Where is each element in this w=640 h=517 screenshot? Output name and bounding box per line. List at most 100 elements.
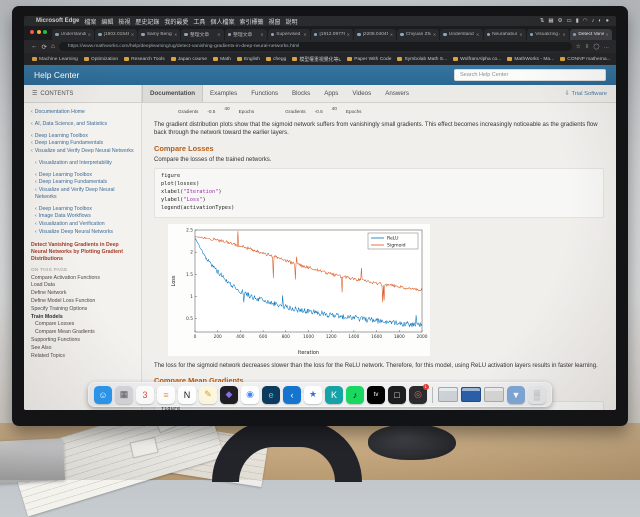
browser-tab[interactable]: Chiyuan Zhan...✕ (397, 29, 440, 40)
minimized-window-3[interactable] (484, 387, 504, 402)
browser-tab[interactable]: 整理文章 ✕ (181, 29, 224, 40)
downloads-icon[interactable]: ⇩ (584, 43, 590, 50)
browser-tab[interactable]: Supervised Co...✕ (267, 29, 310, 40)
bookmark-item[interactable]: CONNP mathema... (560, 57, 611, 62)
notes[interactable]: ✎ (199, 385, 217, 404)
close-tab-icon[interactable]: ✕ (87, 32, 92, 37)
photo-booth[interactable]: ◎ 1 (409, 383, 429, 404)
menu-item[interactable]: 索引標籤 (239, 19, 264, 26)
reminders[interactable]: ≡ (157, 385, 175, 404)
browser-tab[interactable]: [2208.04045]...✕ (354, 29, 397, 40)
sidebar-nav-item[interactable]: ‹ Deep Learning Fundamentals (31, 140, 136, 147)
apple-tv[interactable]: tv (367, 385, 385, 404)
menu-item[interactable]: 歷史記錄 (135, 19, 160, 26)
gear-icon[interactable]: ⚙ (557, 18, 563, 24)
close-tab-icon[interactable]: ✕ (130, 32, 135, 37)
calendar[interactable]: 3 (136, 385, 154, 404)
doc-tab-apps[interactable]: Apps (324, 90, 339, 97)
sidebar-nav-item[interactable]: ‹ Deep Learning Toolbox (31, 133, 136, 140)
browser-tab[interactable]: Samy Bengio...✕ (138, 29, 181, 40)
menu-item[interactable]: 我的最愛 (164, 19, 189, 26)
control-center-icon[interactable]: ◐ (598, 18, 602, 24)
menu-item[interactable]: 編輯 (101, 19, 114, 26)
on-this-page-link[interactable]: Related Topics (31, 352, 65, 359)
menu-item[interactable]: 個人檔案 (210, 19, 235, 26)
menu-item[interactable]: 檢視 (118, 19, 131, 26)
bookmark-item[interactable]: Optimization (83, 57, 118, 62)
on-this-page-link[interactable]: Train Models (31, 313, 63, 320)
sidebar-nav-item[interactable]: ‹ AI, Data Science, and Statistics (31, 121, 136, 128)
browser-tab[interactable]: 整理文章 ✕ (224, 29, 267, 40)
zoom-window-icon[interactable] (43, 29, 47, 34)
spotify[interactable]: ♪ (346, 385, 364, 404)
bookmark-item[interactable]: Paper With Code (347, 57, 391, 62)
close-tab-icon[interactable]: ✕ (519, 32, 523, 37)
close-tab-icon[interactable]: ✕ (217, 32, 221, 37)
browser-tab[interactable]: Understandin...✕ (440, 29, 483, 40)
bookmark-item[interactable]: 模型權重視覺化等L (292, 56, 341, 63)
menu-item[interactable]: 說明 (285, 19, 298, 26)
close-tab-icon[interactable]: ✕ (605, 32, 610, 37)
on-this-page-link[interactable]: Specify Training Options (31, 305, 88, 312)
close-tab-icon[interactable]: ✕ (389, 32, 394, 37)
on-this-page-link[interactable]: Compare Losses (35, 321, 75, 328)
bookmark-item[interactable]: chegg (266, 57, 286, 62)
doc-tab-functions[interactable]: Functions (251, 90, 279, 97)
keyboard-icon[interactable]: ▦ (548, 18, 554, 24)
bookmark-item[interactable]: MathWorks - Ma... (507, 57, 554, 62)
close-window-icon[interactable] (30, 29, 34, 34)
sidebar-nav-item[interactable]: ‹ Visualize and Verify Deep Neural Networ… (31, 148, 136, 155)
browser-tab[interactable]: [1802.01548]...✕ (95, 29, 138, 40)
on-this-page-link[interactable]: Define Model Loss Function (31, 297, 96, 304)
minimized-window-2[interactable] (461, 387, 481, 402)
battery-icon[interactable]: ▮ (575, 18, 579, 24)
search-input[interactable] (454, 69, 606, 81)
sidebar-nav-item[interactable]: ‹ Image Data Workflows (31, 213, 136, 220)
bookmark-item[interactable]: WolframAlpha co... (453, 57, 501, 62)
volume-icon[interactable]: ♪ (591, 18, 595, 24)
downloads-folder[interactable]: ▼ (507, 385, 525, 404)
browser-tab[interactable]: Understandin...✕ (52, 29, 95, 40)
sidebar-nav-item[interactable]: ‹ Visualize Deep Neural Networks (31, 229, 136, 236)
sidebar-nav-item[interactable]: ‹ Documentation Home (31, 109, 136, 116)
contents-toggle[interactable]: ☰ CONTENTS (24, 85, 142, 102)
on-this-page-link[interactable]: See Also (31, 344, 52, 351)
refresh-icon[interactable]: ⟳ (41, 43, 47, 51)
close-tab-icon[interactable]: ✕ (476, 32, 480, 37)
menu-item[interactable]: 視窗 (268, 19, 281, 26)
favorite-star-icon[interactable]: ☆ (575, 43, 581, 50)
browser-tab[interactable]: Detect Vanishi...✕ (569, 29, 613, 40)
sidebar-nav-item[interactable]: ‹ Visualization and Interpretability (31, 160, 136, 167)
bookmark-item[interactable]: Japan course (170, 57, 207, 62)
chrome[interactable]: ◉ (241, 385, 259, 404)
sidebar-current-page[interactable]: Detect Vanishing Gradients in Deep Neura… (31, 241, 123, 262)
trash[interactable]: ▒ (528, 385, 546, 404)
wifi-icon[interactable]: ◠ (582, 18, 588, 24)
sidebar-nav-item[interactable]: ‹ Deep Learning Toolbox (31, 206, 136, 213)
address-bar[interactable]: https://www.mathworks.com/help/deeplearn… (58, 42, 572, 51)
bookmark-item[interactable]: Machine Learning (32, 57, 78, 62)
menu-item[interactable]: 檔案 (84, 19, 97, 26)
doc-tab-examples[interactable]: Examples (210, 90, 238, 97)
on-this-page-link[interactable]: Load Data (31, 282, 55, 289)
edge[interactable]: e (262, 385, 280, 404)
anki[interactable]: ★ (304, 385, 322, 404)
finder[interactable]: ☺ (94, 385, 112, 404)
profile-avatar-icon[interactable]: ◯ (593, 43, 600, 50)
obsidian[interactable]: ◆ (220, 385, 238, 404)
on-this-page-link[interactable]: Supporting Functions (31, 336, 81, 343)
sidebar-nav-item[interactable]: ‹ Deep Learning Fundamentals (31, 179, 136, 186)
on-this-page-link[interactable]: Define Network (31, 290, 67, 297)
on-this-page-link[interactable]: Compare Mean Gradients (35, 329, 95, 336)
notion[interactable]: N (178, 385, 196, 404)
minimized-window-1[interactable] (438, 387, 458, 402)
close-tab-icon[interactable]: ✕ (346, 32, 351, 37)
doc-tab-blocks[interactable]: Blocks (292, 90, 311, 97)
bookmark-item[interactable]: Research Tools (124, 57, 165, 62)
sidebar-nav-item[interactable]: ‹ Deep Learning Toolbox (31, 172, 136, 179)
doc-tab-videos[interactable]: Videos (352, 90, 372, 97)
app-k[interactable]: K (325, 385, 343, 404)
close-tab-icon[interactable]: ✕ (303, 32, 307, 37)
home-icon[interactable]: ⌂ (50, 43, 55, 50)
help-center-title[interactable]: Help Center (34, 70, 80, 80)
